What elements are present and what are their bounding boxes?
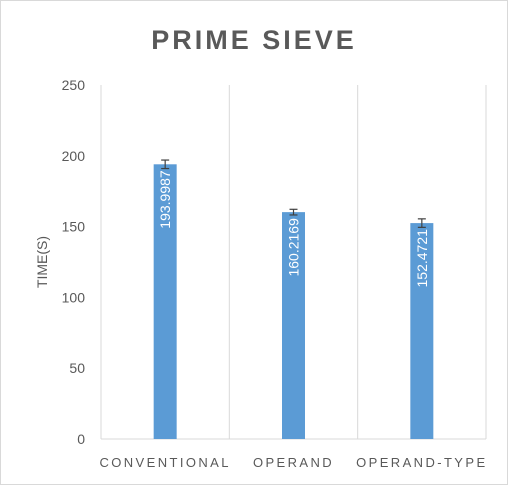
category-label-2: OPERAND-TYPE [356, 455, 487, 470]
y-tick-label-1: 50 [69, 360, 85, 376]
y-tick-label-2: 100 [62, 289, 86, 305]
bar-operand [282, 212, 305, 439]
data-label-0: 193.9987 [157, 170, 173, 229]
y-tick-label-0: 0 [77, 431, 85, 447]
plot-area: 0 50 100 150 200 250 193.9987 CONVENTIONAL 160.2… [62, 77, 487, 470]
y-tick-label-5: 250 [62, 77, 86, 93]
category-label-1: OPERAND [253, 455, 334, 470]
category-label-0: CONVENTIONAL [99, 455, 230, 470]
bar-conventional [153, 164, 177, 439]
chart-title: PRIME SIEVE [151, 25, 357, 55]
y-tick-label-3: 150 [62, 219, 86, 235]
data-label-2: 152.4721 [414, 229, 430, 288]
y-axis-label: TIME(S) [34, 236, 50, 288]
y-tick-label-4: 200 [62, 148, 86, 164]
data-label-1: 160.2169 [286, 218, 302, 277]
bar-operand-type [410, 223, 434, 439]
